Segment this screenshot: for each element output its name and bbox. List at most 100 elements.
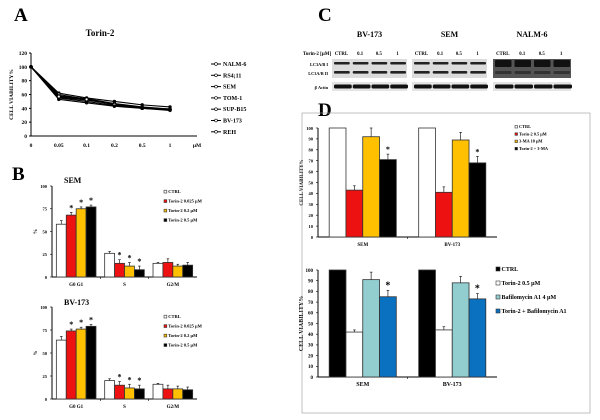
- blot-membrane-lc3: [412, 59, 487, 78]
- legend-swatch: [163, 218, 168, 222]
- bar: [134, 269, 145, 278]
- y-tick-label: 50: [308, 322, 314, 327]
- bar: [345, 331, 364, 378]
- y-tick-label: 70: [309, 159, 314, 164]
- blot-band-lc3-ii: [451, 71, 468, 74]
- y-tick-label: 80: [309, 148, 314, 153]
- blot-band-actin: [451, 84, 470, 89]
- blot-band-lc3-ii: [334, 71, 350, 74]
- legend-swatch: [495, 294, 501, 300]
- legend-swatch: [514, 147, 518, 151]
- significance-star: *: [69, 320, 73, 329]
- legend-label: Torin-2 0.5 µM: [502, 281, 541, 287]
- legend-label: Torin-2 + 3-MA: [519, 146, 549, 151]
- x-category-label: G2/M: [167, 283, 180, 288]
- bar: [451, 139, 470, 238]
- blot-lane-label: 0.1: [357, 52, 364, 57]
- panel-label-a: A: [14, 5, 28, 26]
- y-tick-label: 20: [309, 213, 314, 218]
- blot-band-actin: [495, 84, 514, 89]
- blot-lane-label: 1: [396, 52, 399, 57]
- legend-swatch: [163, 199, 168, 203]
- legend-label: Torin-2 0.5 µM: [519, 131, 547, 136]
- y-tick-label: 30: [308, 344, 314, 349]
- blot-lane-label: CTRL: [415, 52, 428, 57]
- blot-band-actin: [390, 84, 408, 89]
- y-tick-label: 10: [309, 224, 314, 229]
- bar: [124, 387, 135, 400]
- chart-title: SEM: [64, 176, 82, 185]
- y-tick-label: 40: [309, 191, 314, 196]
- legend-swatch: [514, 125, 518, 129]
- significance-star: *: [89, 196, 93, 205]
- y-tick-label: 30: [309, 202, 314, 207]
- blot-lane-label: CTRL: [496, 52, 509, 57]
- y-tick-label: 100: [40, 184, 48, 189]
- y-tick-label: 50: [43, 229, 48, 234]
- data-point: [140, 106, 144, 111]
- bar: [55, 339, 67, 400]
- y-tick-label: 120: [19, 51, 28, 57]
- legend-marker: [214, 107, 218, 111]
- significance-star: *: [127, 253, 131, 262]
- bar: [468, 298, 487, 378]
- bar: [114, 262, 125, 278]
- significance-star: *: [69, 203, 73, 212]
- blot-band-lc3-i: [352, 62, 369, 65]
- significance-star: *: [118, 373, 122, 382]
- blot-band-lc3-i: [451, 62, 468, 65]
- x-category-label: G2/M: [167, 405, 180, 410]
- legend-label: Torin-2 0.025 µM: [168, 324, 202, 329]
- y-tick-label: 25: [43, 252, 48, 257]
- legend-swatch: [495, 308, 501, 314]
- blot-band-actin: [514, 84, 533, 89]
- bar: [182, 264, 194, 278]
- legend-swatch: [163, 324, 168, 328]
- blot-band-lc3-ii: [352, 71, 369, 74]
- panel-label-d: D: [318, 100, 332, 121]
- series-line-sem: [30, 66, 171, 110]
- legend-label: CTRL: [168, 314, 181, 319]
- legend-marker: [214, 118, 218, 123]
- data-point: [112, 104, 117, 108]
- data-point: [84, 97, 89, 102]
- bar: [104, 252, 115, 278]
- legend-marker: [214, 96, 218, 100]
- blot-band-lc3-i: [470, 62, 486, 65]
- bar: [75, 328, 87, 400]
- bar: [75, 208, 87, 278]
- bar: [418, 127, 436, 238]
- legend-label: Torin-2 + Bafilomycin A1: [502, 309, 567, 315]
- bar: [362, 279, 380, 378]
- legend-marker: [214, 62, 218, 66]
- legend-swatch: [514, 139, 518, 143]
- panel-label-c: C: [318, 5, 332, 26]
- legend-label: BV-173: [223, 119, 242, 125]
- legend-label: SUP-B15: [223, 107, 246, 113]
- x-unit-label: µM: [193, 143, 202, 149]
- blot-band-lc3-i: [514, 60, 531, 67]
- blot-lane-label: 0.5: [376, 52, 383, 57]
- blot-membrane-lc3: [493, 59, 571, 78]
- bar: [124, 265, 135, 278]
- blot-lane-label: CTRL: [335, 52, 348, 57]
- significance-star: *: [385, 280, 390, 291]
- legend-label: Torin-2 0.2 µM: [168, 333, 198, 338]
- blot-band-actin: [534, 84, 553, 89]
- blot-cell-line-label: BV-173: [357, 30, 382, 39]
- blot-band-lc3-ii: [470, 71, 486, 74]
- x-tick-label: 0.2: [111, 143, 118, 149]
- bar: [379, 159, 397, 238]
- legend-label: Torin-2 0.025 µM: [168, 199, 202, 204]
- legend-label: NALM-6: [223, 62, 246, 68]
- bar: [435, 191, 453, 238]
- blot-band-lc3-ii: [495, 71, 512, 74]
- bar: [182, 389, 194, 400]
- blot-band-lc3-ii: [414, 71, 430, 74]
- blot-lane-label: 0.5: [539, 52, 546, 57]
- x-category-label: G0 G1: [69, 283, 84, 288]
- data-point: [168, 108, 172, 112]
- bar: [328, 269, 347, 378]
- blot-membrane-lc3: [332, 59, 407, 78]
